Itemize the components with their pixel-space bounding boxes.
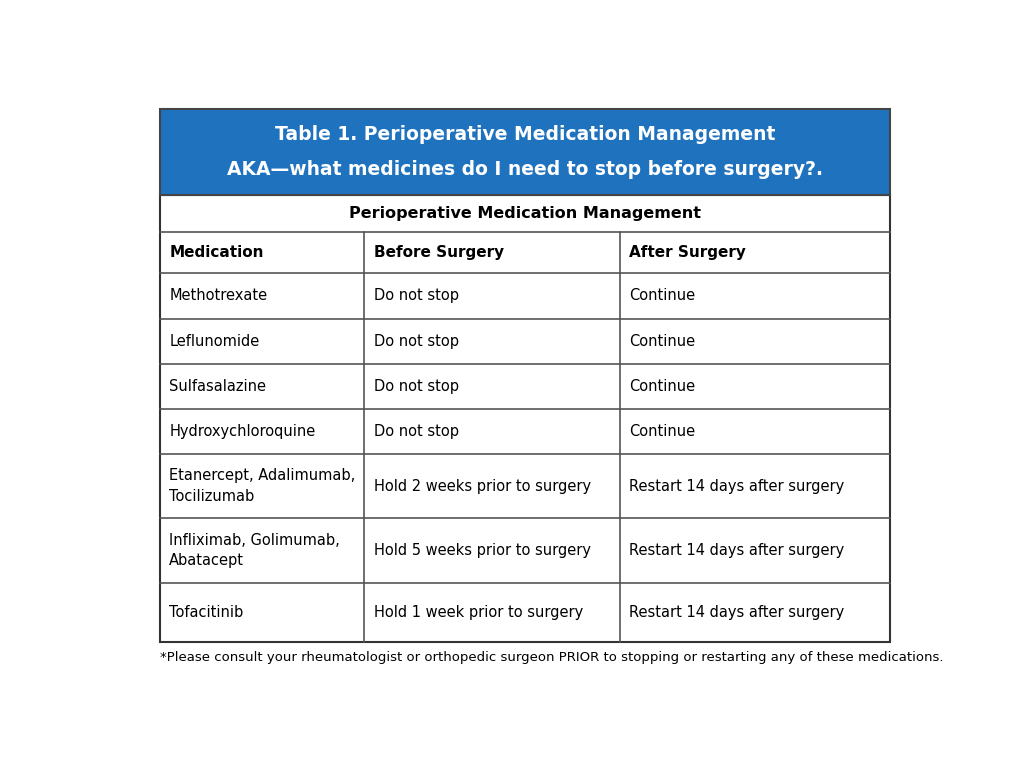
Text: Continue: Continue bbox=[629, 424, 695, 439]
Text: Before Surgery: Before Surgery bbox=[374, 245, 504, 261]
Text: *Please consult your rheumatologist or orthopedic surgeon PRIOR to stopping or r: *Please consult your rheumatologist or o… bbox=[160, 652, 943, 665]
Text: Hold 5 weeks prior to surgery: Hold 5 weeks prior to surgery bbox=[374, 543, 591, 558]
Text: Etanercept, Adalimumab,
Tocilizumab: Etanercept, Adalimumab, Tocilizumab bbox=[169, 468, 355, 504]
Text: Do not stop: Do not stop bbox=[374, 424, 459, 439]
Text: Sulfasalazine: Sulfasalazine bbox=[169, 379, 266, 393]
Text: Hold 1 week prior to surgery: Hold 1 week prior to surgery bbox=[374, 604, 583, 620]
Text: Leflunomide: Leflunomide bbox=[169, 334, 259, 348]
Text: Continue: Continue bbox=[629, 334, 695, 348]
Bar bbox=[160, 109, 890, 195]
Text: Perioperative Medication Management: Perioperative Medication Management bbox=[349, 206, 700, 221]
Text: Table 1. Perioperative Medication Management: Table 1. Perioperative Medication Manage… bbox=[274, 125, 775, 144]
Text: Continue: Continue bbox=[629, 379, 695, 393]
Text: After Surgery: After Surgery bbox=[629, 245, 746, 261]
Bar bbox=[160, 195, 890, 642]
Text: Do not stop: Do not stop bbox=[374, 289, 459, 303]
Text: Do not stop: Do not stop bbox=[374, 334, 459, 348]
Text: Do not stop: Do not stop bbox=[374, 379, 459, 393]
Text: Infliximab, Golimumab,
Abatacept: Infliximab, Golimumab, Abatacept bbox=[169, 533, 340, 568]
Text: Restart 14 days after surgery: Restart 14 days after surgery bbox=[629, 604, 845, 620]
Text: Continue: Continue bbox=[629, 289, 695, 303]
Text: Tofacitinib: Tofacitinib bbox=[169, 604, 244, 620]
Text: Medication: Medication bbox=[169, 245, 264, 261]
Text: Hydroxychloroquine: Hydroxychloroquine bbox=[169, 424, 315, 439]
Text: Hold 2 weeks prior to surgery: Hold 2 weeks prior to surgery bbox=[374, 479, 591, 494]
Text: Restart 14 days after surgery: Restart 14 days after surgery bbox=[629, 479, 845, 494]
Text: Methotrexate: Methotrexate bbox=[169, 289, 267, 303]
Text: Restart 14 days after surgery: Restart 14 days after surgery bbox=[629, 543, 845, 558]
Text: AKA—what medicines do I need to stop before surgery?.: AKA—what medicines do I need to stop bef… bbox=[226, 160, 823, 179]
